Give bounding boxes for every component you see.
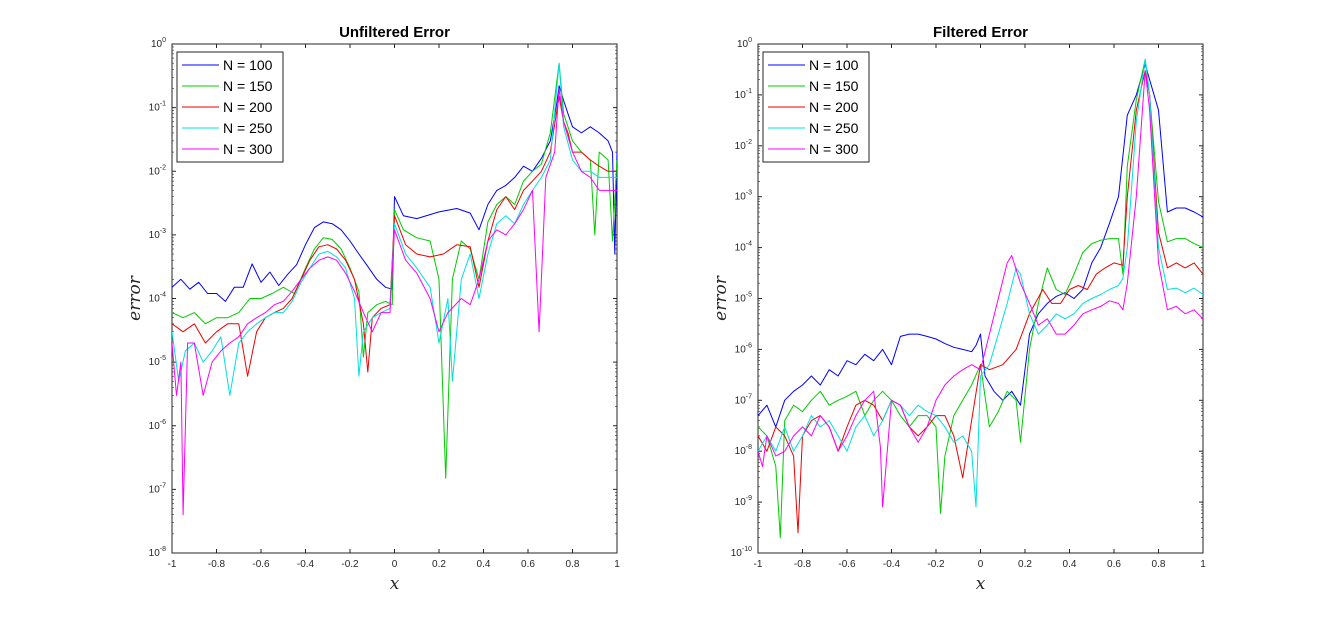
x-tick-label: -0.2 — [341, 559, 359, 570]
series-line — [172, 88, 617, 516]
x-tick-label: 0.4 — [477, 559, 491, 570]
y-tick-label: 100 — [151, 37, 166, 50]
x-tick-label: 0.2 — [432, 559, 446, 570]
y-tick-label: 10-5 — [735, 292, 752, 305]
y-tick-label: 10-3 — [735, 190, 752, 203]
x-tick-label: -0.8 — [208, 559, 226, 570]
y-tick-label: 10-1 — [735, 88, 752, 101]
legend-entry: N = 150 — [809, 78, 859, 94]
y-tick-label: 10-2 — [149, 164, 166, 177]
series-group — [172, 62, 617, 516]
x-tick-label: -1 — [168, 559, 177, 570]
legend-entry: N = 100 — [809, 57, 859, 73]
x-axis-label: x — [390, 574, 400, 594]
y-tick-label: 10-8 — [149, 546, 166, 559]
chart-title: Filtered Error — [933, 24, 1028, 41]
x-tick-label: -0.8 — [794, 559, 812, 570]
series-line — [172, 85, 617, 302]
legend-entry: N = 100 — [223, 57, 273, 73]
x-tick-label: -0.2 — [927, 559, 945, 570]
x-tick-label: 0.8 — [1152, 559, 1166, 570]
legend: N = 100 N = 150 N = 200 N = 250 N = 300 — [762, 51, 870, 163]
series-group — [758, 58, 1203, 539]
x-tick-label: 0 — [392, 559, 398, 570]
y-tick-label: 10-4 — [735, 241, 752, 254]
x-tick-label: 0.6 — [521, 559, 535, 570]
x-tick-label: 0 — [978, 559, 984, 570]
x-tick-label: 0.8 — [566, 559, 580, 570]
x-tick-label: -0.6 — [838, 559, 856, 570]
y-tick-label: 10-7 — [735, 393, 752, 406]
legend-entry: N = 300 — [809, 141, 859, 157]
x-tick-label: -0.4 — [883, 559, 901, 570]
legend-entry: N = 200 — [223, 99, 273, 115]
y-tick-label: 10-3 — [149, 228, 166, 241]
legend-entry: N = 250 — [223, 120, 273, 136]
series-line — [758, 63, 1203, 428]
y-tick-label: 100 — [737, 37, 752, 50]
x-tick-label: -0.4 — [297, 559, 315, 570]
x-tick-label: 0.4 — [1063, 559, 1077, 570]
legend-entry: N = 150 — [223, 78, 273, 94]
x-axis-label: x — [976, 574, 986, 594]
x-tick-label: 1 — [1200, 559, 1206, 570]
y-tick-label: 10-6 — [149, 419, 166, 432]
y-tick-label: 10-10 — [731, 546, 752, 559]
x-tick-label: 0.2 — [1018, 559, 1032, 570]
y-axis-label: error — [711, 275, 731, 321]
y-tick-label: 10-5 — [149, 355, 166, 368]
y-tick-label: 10-2 — [735, 139, 752, 152]
series-line — [758, 70, 1203, 508]
legend: N = 100 N = 150 N = 200 N = 250 N = 300 — [176, 51, 284, 163]
y-tick-label: 10-6 — [735, 342, 752, 355]
series-line — [172, 62, 617, 479]
chart-title: Unfiltered Error — [339, 24, 450, 41]
y-tick-label: 10-9 — [735, 495, 752, 508]
legend-entry: N = 250 — [809, 120, 859, 136]
y-tick-label: 10-7 — [149, 482, 166, 495]
y-tick-label: 10-4 — [149, 292, 166, 305]
chart-1: -1 -0.8 -0.6 -0.4 -0.2 0 0.2 0.4 0.6 0.8 1 10-8 10-7… — [125, 24, 620, 594]
series-line — [758, 58, 1203, 508]
legend-entry: N = 200 — [809, 99, 859, 115]
chart-2: -1 -0.8 -0.6 -0.4 -0.2 0 0.2 0.4 0.6 0.8 1 10-10 10-… — [711, 24, 1206, 594]
x-tick-label: 0.6 — [1107, 559, 1121, 570]
x-tick-label: -0.6 — [252, 559, 270, 570]
x-tick-label: 1 — [614, 559, 620, 570]
y-axis-label: error — [125, 275, 145, 321]
legend-entry: N = 300 — [223, 141, 273, 157]
x-tick-label: -1 — [754, 559, 763, 570]
y-tick-label: 10-1 — [149, 101, 166, 114]
y-tick-label: 10-8 — [735, 444, 752, 457]
